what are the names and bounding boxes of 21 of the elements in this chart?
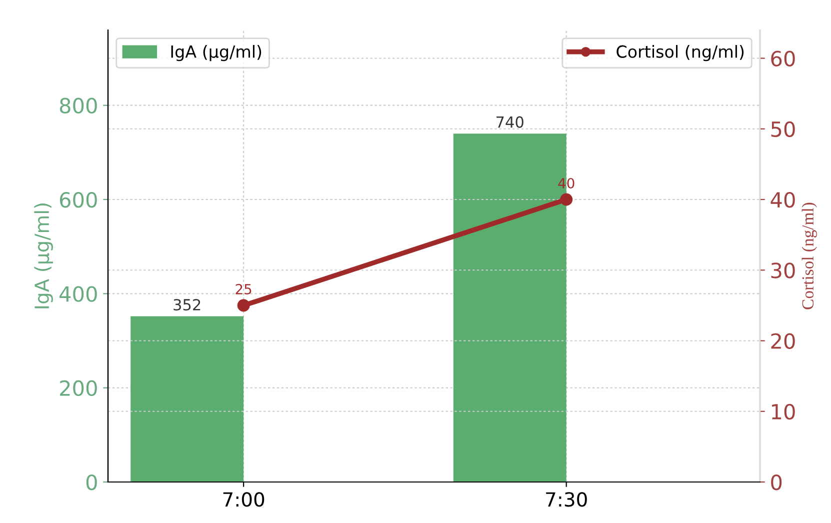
legend-label: Cortisol (ng/ml) [616,45,744,62]
y-tick-label: 400 [60,286,97,302]
data-label: 740 [496,116,524,128]
y-tick-label: 600 [60,192,97,208]
y2-tick-label: 60 [771,50,795,66]
y-tick-label: 0 [86,474,97,490]
y2-axis-title: Cortisol (ng/ml) [802,202,817,310]
y2-tick-label: 0 [771,474,782,490]
data-label: 352 [174,298,200,311]
y-tick-label: 200 [60,380,97,396]
data-label: 25 [236,284,252,294]
y2-tick-label: 10 [772,404,795,420]
y2-tick-label: 40 [770,192,795,208]
legend-label: IgA (µg/ml) [171,45,262,62]
y-tick-label: 800 [60,98,97,114]
y2-tick-label: 30 [771,262,795,278]
y2-tick-label: 20 [771,333,795,349]
x-tick-label: 7:00 [223,492,264,507]
y2-tick-label: 50 [771,121,795,138]
x-tick-label: 7:30 [546,492,587,507]
y-axis-title: IgA (µg/ml) [34,204,53,308]
